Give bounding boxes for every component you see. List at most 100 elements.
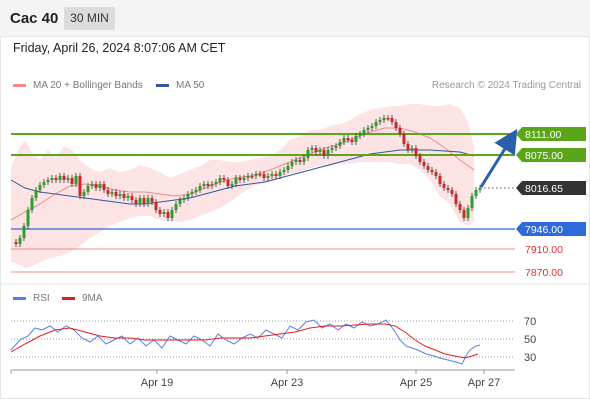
chart-header: Cac 40 30 MIN — [0, 0, 590, 36]
candle-body — [390, 118, 394, 122]
level-label-r1: 8111.00 — [516, 127, 586, 141]
candle-body — [94, 184, 98, 188]
legend-ma50-label: MA 50 — [176, 80, 205, 91]
candle-body — [254, 174, 258, 176]
candle-body — [258, 174, 262, 176]
candle-body — [338, 142, 342, 146]
candle-body — [478, 188, 482, 190]
candle-body — [458, 204, 462, 210]
ma50-swatch — [156, 84, 169, 87]
credit-text: Research © 2024 Trading Central — [431, 80, 581, 91]
candle-body — [270, 174, 274, 176]
candle-body — [38, 185, 42, 190]
candle-body — [250, 176, 254, 178]
candle-body — [262, 174, 266, 178]
instrument-title: Cac 40 — [10, 10, 59, 27]
candle-body — [66, 178, 70, 180]
candle-body — [162, 212, 166, 214]
forecast-arrow — [479, 128, 518, 188]
candle-body — [214, 182, 218, 184]
candle-body — [302, 158, 306, 162]
rsi-line — [10, 319, 481, 365]
candle-body — [218, 178, 222, 182]
rsi-tick-50: 50 — [524, 334, 536, 346]
candle-body — [294, 160, 298, 162]
timeframe-button[interactable]: 30 MIN — [64, 7, 115, 30]
legend-rsi: RSI — [13, 293, 50, 304]
level-label-s1: 7946.00 — [516, 222, 586, 236]
candle-body — [158, 210, 162, 214]
legend-ma50: MA 50 — [156, 80, 204, 91]
candle-body — [394, 122, 398, 128]
ma20-swatch — [13, 84, 26, 87]
candle-body — [206, 184, 210, 186]
candle-body — [310, 148, 314, 150]
candle-body — [14, 242, 18, 244]
candle-body — [122, 194, 126, 198]
candle-body — [74, 176, 78, 184]
candle-body — [410, 148, 414, 150]
candle-body — [46, 180, 50, 182]
rsi-9ma-line — [10, 323, 479, 359]
x-label-apr23: Apr 23 — [271, 377, 303, 389]
candle-body — [274, 174, 278, 176]
ma50-line — [10, 149, 475, 205]
candle-body — [234, 178, 238, 184]
candle-body — [434, 172, 438, 176]
legend-ma20: MA 20 + Bollinger Bands — [13, 80, 143, 91]
candle-body — [350, 140, 354, 142]
candle-body — [138, 198, 142, 204]
candle-body — [202, 184, 206, 186]
candle-body — [330, 148, 334, 150]
candle-body — [126, 196, 130, 198]
candle-body — [142, 198, 146, 204]
candle-body — [82, 192, 86, 196]
candle-body — [466, 208, 470, 218]
candle-body — [422, 162, 426, 166]
candle-body — [174, 204, 178, 210]
candle-body — [470, 196, 474, 208]
rsi-tick-30: 30 — [524, 352, 536, 364]
candle-body — [306, 150, 310, 158]
candle-body — [226, 180, 230, 186]
rsi-tick-70: 70 — [524, 316, 536, 328]
candle-body — [62, 176, 66, 180]
legend-rsi-label: RSI — [33, 293, 50, 304]
candle-body — [30, 198, 34, 210]
candle-body — [322, 150, 326, 156]
candle-body — [170, 210, 174, 218]
candle-body — [242, 178, 246, 180]
candle-body — [334, 146, 338, 148]
candle-body — [282, 170, 286, 172]
candle-body — [182, 198, 186, 200]
candle-body — [278, 172, 282, 176]
candle-body — [222, 178, 226, 180]
candle-body — [134, 200, 138, 204]
candle-body — [450, 190, 454, 194]
candle-body — [398, 128, 402, 134]
candle-body — [386, 118, 390, 120]
candlesticks — [14, 115, 482, 247]
candle-body — [318, 150, 322, 152]
candle-body — [402, 134, 406, 144]
candle-body — [446, 188, 450, 190]
candle-body — [286, 166, 290, 170]
candle-body — [102, 184, 106, 190]
legend-9ma: 9MA — [62, 293, 103, 304]
level-s3-text: 7870.00 — [525, 267, 563, 279]
candle-body — [314, 148, 318, 152]
candle-body — [150, 198, 154, 202]
candle-body — [110, 192, 114, 194]
candle-body — [106, 190, 110, 194]
x-label-apr19: Apr 19 — [141, 377, 173, 389]
candle-body — [178, 200, 182, 204]
candle-body — [70, 178, 74, 184]
timestamp: Friday, April 26, 2024 8:07:06 AM CET — [13, 41, 226, 55]
candle-body — [354, 136, 358, 142]
legend-ma20-label: MA 20 + Bollinger Bands — [33, 80, 143, 91]
candle-body — [238, 178, 242, 180]
candle-body — [382, 118, 386, 120]
candle-body — [166, 212, 170, 218]
candle-body — [266, 176, 270, 178]
